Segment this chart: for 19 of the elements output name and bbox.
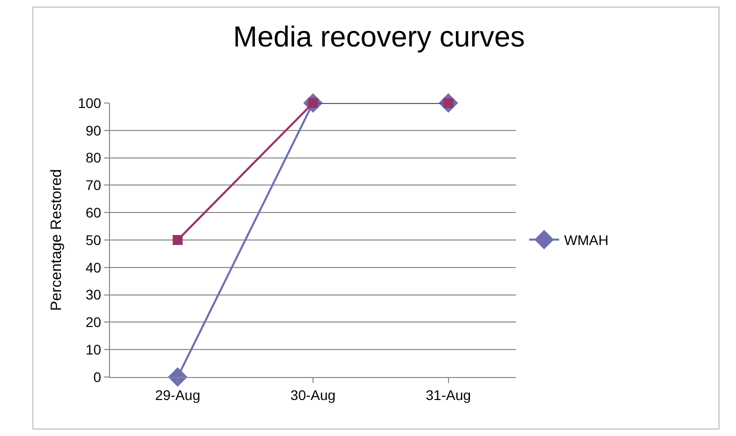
y-tick-label: 80 [86, 150, 102, 166]
y-tick-label: 90 [86, 122, 102, 138]
x-tick-label: 30-Aug [290, 386, 336, 403]
y-tick-label: 40 [86, 259, 102, 276]
y-axis-title: Percentage Restored [48, 169, 66, 311]
y-tick-label: 70 [86, 177, 102, 194]
point [172, 235, 183, 245]
y-tick-label: 50 [86, 232, 102, 248]
y-tick-label: 10 [86, 342, 102, 358]
y-tick-label: 100 [78, 94, 102, 111]
y-tick-label: 0 [93, 368, 102, 385]
chart-title: Media recovery curves [233, 21, 525, 54]
x-tick-label: 29-Aug [155, 386, 200, 403]
y-tick-label: 20 [86, 314, 102, 330]
legend-label: WMAH [564, 232, 608, 248]
y-tick-label: 60 [86, 204, 102, 220]
x-tick-label: 31-Aug [426, 386, 471, 403]
y-tick-label: 30 [86, 286, 102, 303]
point [168, 367, 188, 387]
